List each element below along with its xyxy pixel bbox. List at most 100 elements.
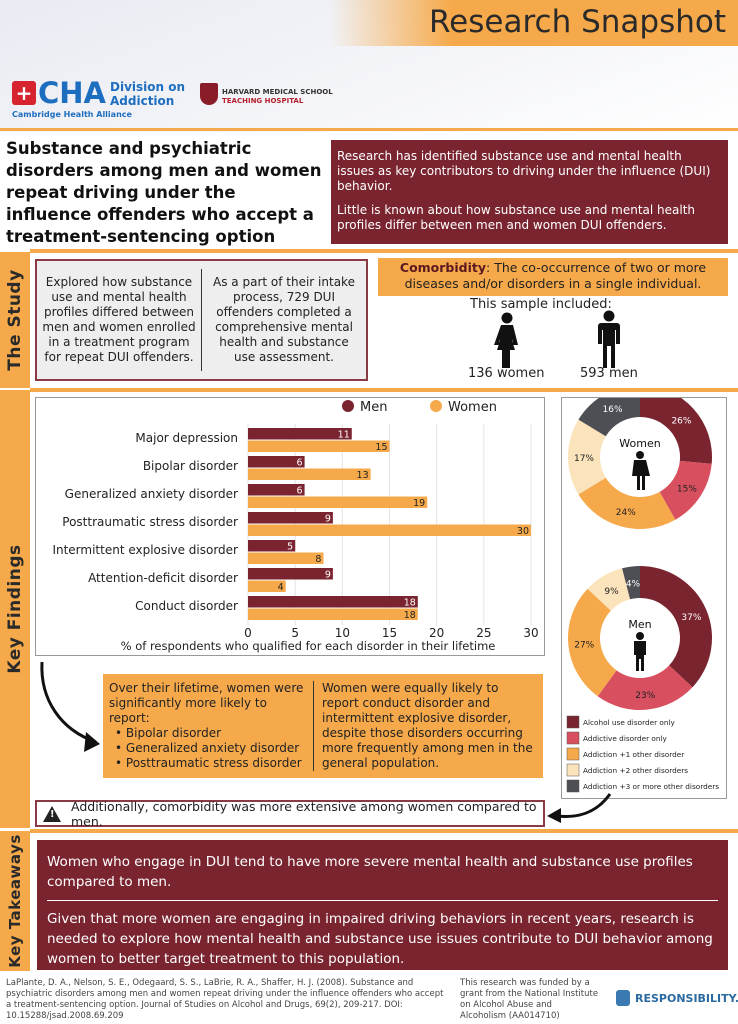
study-col-2: As a part of their intake process, 729 D…: [201, 269, 366, 371]
donut-value-label: 15%: [677, 485, 697, 495]
citation: LaPlante, D. A., Nelson, S. E., Odegaard…: [6, 978, 444, 1021]
division-line: Addiction: [110, 94, 175, 108]
donut-panel: 26% 15% 24% 17% 16% Women 37% 23% 27% 9% 4% Men Alco…: [561, 385, 727, 799]
bar: [248, 552, 324, 564]
data-label: 30: [517, 526, 529, 537]
donut-segment: [568, 588, 617, 697]
donut-value-label: 4%: [626, 579, 641, 589]
legend-label: Alcohol use disorder only: [583, 718, 676, 727]
legend-label: Addiction +2 other disorders: [583, 766, 688, 775]
category-label: Major depression: [135, 431, 238, 445]
findings-col-1: Over their lifetime, women were signific…: [109, 681, 314, 771]
donut-segment: [578, 477, 676, 529]
bar: [248, 456, 305, 468]
man-icon: [598, 310, 620, 368]
bar: [248, 580, 286, 592]
study-col-1: Explored how substance use and mental he…: [42, 275, 196, 364]
page-title: Research Snapshot: [429, 4, 726, 40]
responsibility-icon: [616, 990, 630, 1006]
donut-segment: [568, 419, 606, 495]
bar: [248, 428, 352, 440]
division-logo-text: Division on Addiction: [110, 80, 185, 108]
legend-label: Addictive disorder only: [583, 734, 668, 743]
donut-segment: [597, 665, 693, 710]
donut-value-label: 24%: [616, 508, 636, 518]
section-label-findings: Key Findings: [0, 390, 30, 828]
x-tick-label: 10: [335, 626, 350, 640]
hms-logo-text: HARVARD MEDICAL SCHOOL TEACHING HOSPITAL: [222, 88, 333, 106]
comorbidity-def: : The co-occurrence of two or more disea…: [404, 260, 707, 291]
warning-box: Additionally, comorbidity was more exten…: [35, 799, 545, 829]
donut-value-label: 23%: [635, 691, 655, 701]
x-tick-label: 0: [244, 626, 252, 640]
data-label: 6: [297, 458, 303, 469]
donut-center-label: Women: [619, 437, 660, 450]
cha-logo: CHA: [38, 76, 106, 110]
section-label-study: The Study: [0, 252, 30, 388]
bar: [248, 596, 418, 608]
bar: [248, 568, 333, 580]
data-label: 9: [325, 570, 331, 581]
takeaways-box: Women who engage in DUI tend to have mor…: [37, 840, 728, 970]
donut-center-label: Men: [628, 618, 651, 631]
divider: [30, 388, 738, 392]
donut-segment: [578, 385, 640, 437]
data-label: 4: [278, 582, 284, 593]
section-label-takeaways: Key Takeaways: [0, 831, 30, 971]
title-band: [330, 0, 738, 46]
legend-swatch: [566, 763, 580, 777]
category-label: Intermittent explosive disorder: [52, 543, 238, 557]
bar: [248, 440, 390, 452]
donut-segment: [640, 566, 712, 688]
bar: [248, 512, 333, 524]
hms-line: HARVARD MEDICAL SCHOOL: [222, 88, 333, 96]
donut-segment: [622, 566, 640, 600]
data-label: 5: [287, 542, 293, 553]
x-axis-label: % of respondents who qualified for each …: [121, 639, 496, 653]
category-label: Posttraumatic stress disorder: [62, 515, 238, 529]
bar-chart-svg: 0 5 10 15 20 25 30 Men Women Major depression 11 15…: [52, 400, 539, 653]
intro-text: Research has identified substance use an…: [337, 149, 711, 193]
category-label: Conduct disorder: [135, 599, 238, 613]
data-label: 9: [325, 514, 331, 525]
bar-chart: 0 5 10 15 20 25 30 Men Women Major depression 11 15…: [35, 397, 545, 656]
category-label: Bipolar disorder: [143, 459, 238, 473]
legend-swatch: [566, 747, 580, 761]
data-label: 13: [357, 470, 369, 481]
intro-text: Little is known about how substance use …: [337, 203, 696, 232]
bar: [248, 540, 296, 552]
section-label-text: The Study: [5, 269, 25, 371]
legend-swatch: [566, 715, 580, 729]
x-tick-label: 30: [523, 626, 538, 640]
findings-list: Bipolar disorderGeneralized anxiety diso…: [109, 726, 307, 771]
data-label: 18: [404, 598, 416, 609]
sample-label: This sample included:: [470, 297, 612, 312]
woman-icon: [636, 451, 644, 459]
donut-segment: [640, 385, 712, 464]
bar: [248, 496, 428, 508]
woman-icon: [494, 312, 518, 368]
data-label: 15: [375, 442, 387, 453]
donut-segment: [587, 568, 631, 611]
findings-box: Over their lifetime, women were signific…: [103, 674, 543, 778]
findings-col-2: Women were equally likely to report cond…: [322, 681, 533, 770]
x-tick-label: 15: [382, 626, 397, 640]
x-tick-label: 20: [429, 626, 444, 640]
bar: [248, 468, 371, 480]
data-label: 18: [404, 610, 416, 621]
takeaway-text: Women who engage in DUI tend to have mor…: [47, 854, 693, 890]
divider: [30, 829, 738, 833]
cha-subtitle: Cambridge Health Alliance: [12, 110, 132, 119]
study-title: Substance and psychiatric disorders amon…: [6, 139, 322, 246]
divider: [0, 128, 738, 131]
funding-note: This research was funded by a grant from…: [460, 978, 599, 1021]
warning-icon: [43, 805, 61, 822]
comorbidity-definition: Comorbidity: The co-occurrence of two or…: [378, 258, 728, 296]
data-label: 6: [297, 486, 303, 497]
responsibility-logo[interactable]: RESPONSIBILITY.ORG: [616, 990, 738, 1006]
divider: [47, 900, 718, 901]
study-box: Explored how substance use and mental he…: [35, 259, 368, 381]
list-item: Generalized anxiety disorder: [109, 741, 307, 756]
takeaway-text: Given that more women are engaging in im…: [47, 911, 713, 967]
donut-charts-svg: 26% 15% 24% 17% 16% Women 37% 23% 27% 9% 4% Men Alco…: [566, 385, 719, 793]
